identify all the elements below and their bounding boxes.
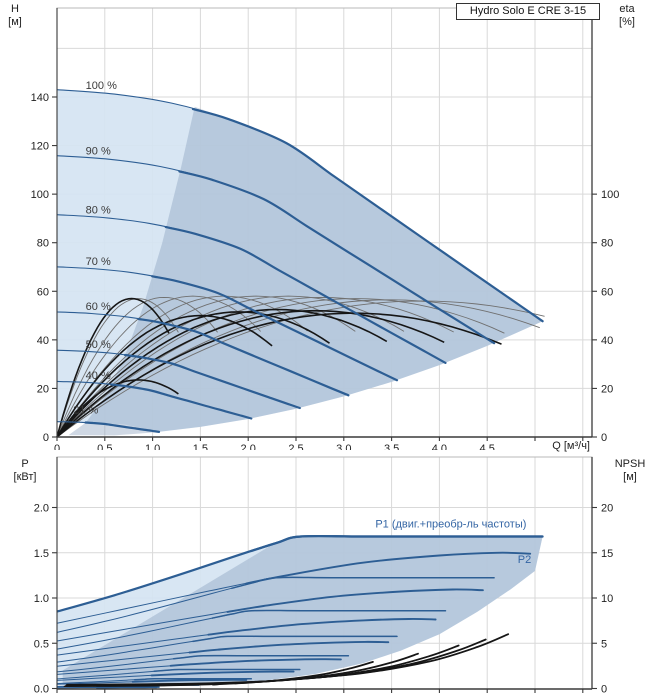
h-axis-label: H [м] xyxy=(0,3,30,29)
p1-curve xyxy=(231,576,495,590)
bottom-tick-label: 0,5 xyxy=(97,443,112,450)
left-tick-label: 60 xyxy=(37,286,49,298)
efficiency-curve xyxy=(56,379,179,438)
left-tick-label: 140 xyxy=(31,92,49,104)
bottom-tick-label: 1,0 xyxy=(145,443,160,450)
eta-axis-unit: [%] xyxy=(619,16,635,28)
npsh-curve xyxy=(211,661,374,686)
left-tick-label: 1.5 xyxy=(34,548,49,560)
speed-curve xyxy=(137,317,350,397)
left-tick-label: 80 xyxy=(37,238,49,250)
p1-curve xyxy=(133,678,253,681)
curve-label: P2 xyxy=(518,554,531,566)
left-tick-label: 2.0 xyxy=(34,503,49,515)
efficiency-curve xyxy=(56,308,388,438)
q-axis-unit: Q [м³/ч] xyxy=(552,440,590,452)
right-tick-label: 20 xyxy=(601,383,613,395)
left-tick-label: 0.0 xyxy=(34,684,49,696)
efficiency-curve xyxy=(56,296,454,438)
right-tick-label: 10 xyxy=(601,593,613,605)
bottom-tick-label: 3,0 xyxy=(336,443,351,450)
curve-label: 100 % xyxy=(86,80,117,92)
p2-curve xyxy=(188,640,390,654)
curve-label: 50 % xyxy=(86,339,111,351)
bottom-tick-label: 4,5 xyxy=(480,443,495,450)
right-tick-label: 0 xyxy=(601,684,607,696)
p2-curve xyxy=(150,670,295,677)
left-tick-label: 40 xyxy=(37,335,49,347)
p2-curve xyxy=(131,678,248,683)
right-tick-label: 15 xyxy=(601,548,613,560)
operating-region xyxy=(68,106,543,436)
efficiency-curve xyxy=(56,312,502,438)
bottom-tick-label: 2,5 xyxy=(288,443,303,450)
speed-curve xyxy=(151,275,399,382)
bottom-tick-label: 4,0 xyxy=(432,443,447,450)
curve-label: 60 % xyxy=(86,301,111,313)
eta-axis-label: eta [%] xyxy=(612,3,642,29)
left-tick-label: 120 xyxy=(31,141,49,153)
npsh-axis-symbol: NPSH xyxy=(614,458,646,470)
bottom-tick-label: 1,5 xyxy=(193,443,208,450)
q-axis-label: Q [м³/ч] xyxy=(518,440,590,453)
p2-curve xyxy=(169,658,342,667)
bottom-tick-label: 2,0 xyxy=(241,443,256,450)
right-tick-label: 60 xyxy=(601,286,613,298)
p1-curve xyxy=(211,609,447,619)
bottom-tick-label: 3,5 xyxy=(384,443,399,450)
right-tick-label: 20 xyxy=(601,503,613,515)
head-efficiency-chart: 0 20 40 60 80 100 120 140 0 20 40 60 80 100 0 0,5 1,0 1,5… xyxy=(31,7,619,450)
p1-curve xyxy=(172,654,350,660)
speed-curve xyxy=(191,108,544,323)
p2-curve xyxy=(245,551,532,585)
efficiency-curve xyxy=(56,298,179,438)
curve-label: P1 (двиг.+преобр-ль частоты) xyxy=(375,519,526,531)
chart-title-box: Hydro Solo E CRE 3-15 xyxy=(456,3,600,20)
right-tick-label: 0 xyxy=(601,432,607,444)
efficiency-curve xyxy=(56,295,405,438)
left-tick-label: 20 xyxy=(37,383,49,395)
right-tick-label: 100 xyxy=(601,189,619,201)
left-tick-label: 1.0 xyxy=(34,593,49,605)
curve-label: 70 % xyxy=(86,256,111,268)
curve-label: 21 % xyxy=(73,405,98,417)
p2-curve xyxy=(226,588,484,613)
bottom-tick-label: 0 xyxy=(54,443,60,450)
speed-curve xyxy=(110,383,253,420)
p1-curve xyxy=(153,668,301,673)
eta-axis-symbol: eta xyxy=(619,3,635,15)
right-tick-label: 40 xyxy=(601,335,613,347)
efficiency-curve xyxy=(56,297,170,438)
right-tick-label: 5 xyxy=(601,638,607,650)
efficiency-curve xyxy=(56,295,356,438)
speed-curve xyxy=(123,353,301,410)
npsh-axis-unit: [м] xyxy=(623,471,637,483)
curve-label: 80 % xyxy=(86,204,111,216)
p1-curve xyxy=(250,534,544,553)
speed-curve xyxy=(84,421,161,433)
curve-label: 90 % xyxy=(86,145,111,157)
right-tick-label: 80 xyxy=(601,238,613,250)
p-axis-symbol: P xyxy=(21,458,29,470)
efficiency-curve xyxy=(56,295,261,438)
npsh-axis-label: NPSH [м] xyxy=(606,458,654,484)
p1-curve xyxy=(192,635,398,643)
p2-curve xyxy=(207,618,437,636)
efficiency-curve xyxy=(56,298,505,438)
left-tick-label: 100 xyxy=(31,189,49,201)
speed-curve xyxy=(164,226,447,364)
power-npsh-chart: 0.0 0.5 1.0 1.5 2.0 0 5 10 15 20 P1 (двиг.+преобр-… xyxy=(34,456,613,696)
p-axis-label: P [кВт] xyxy=(4,458,46,484)
left-tick-label: 0.5 xyxy=(34,638,49,650)
left-tick-label: 0 xyxy=(43,432,49,444)
efficiency-curve xyxy=(56,300,545,438)
efficiency-curve xyxy=(56,296,218,438)
p-axis-unit: [кВт] xyxy=(13,471,37,483)
h-axis-symbol: H xyxy=(11,3,19,15)
h-axis-unit: [м] xyxy=(8,16,22,28)
speed-curve xyxy=(178,170,496,345)
curve-label: 40 % xyxy=(86,370,111,382)
efficiency-curve xyxy=(56,309,445,438)
